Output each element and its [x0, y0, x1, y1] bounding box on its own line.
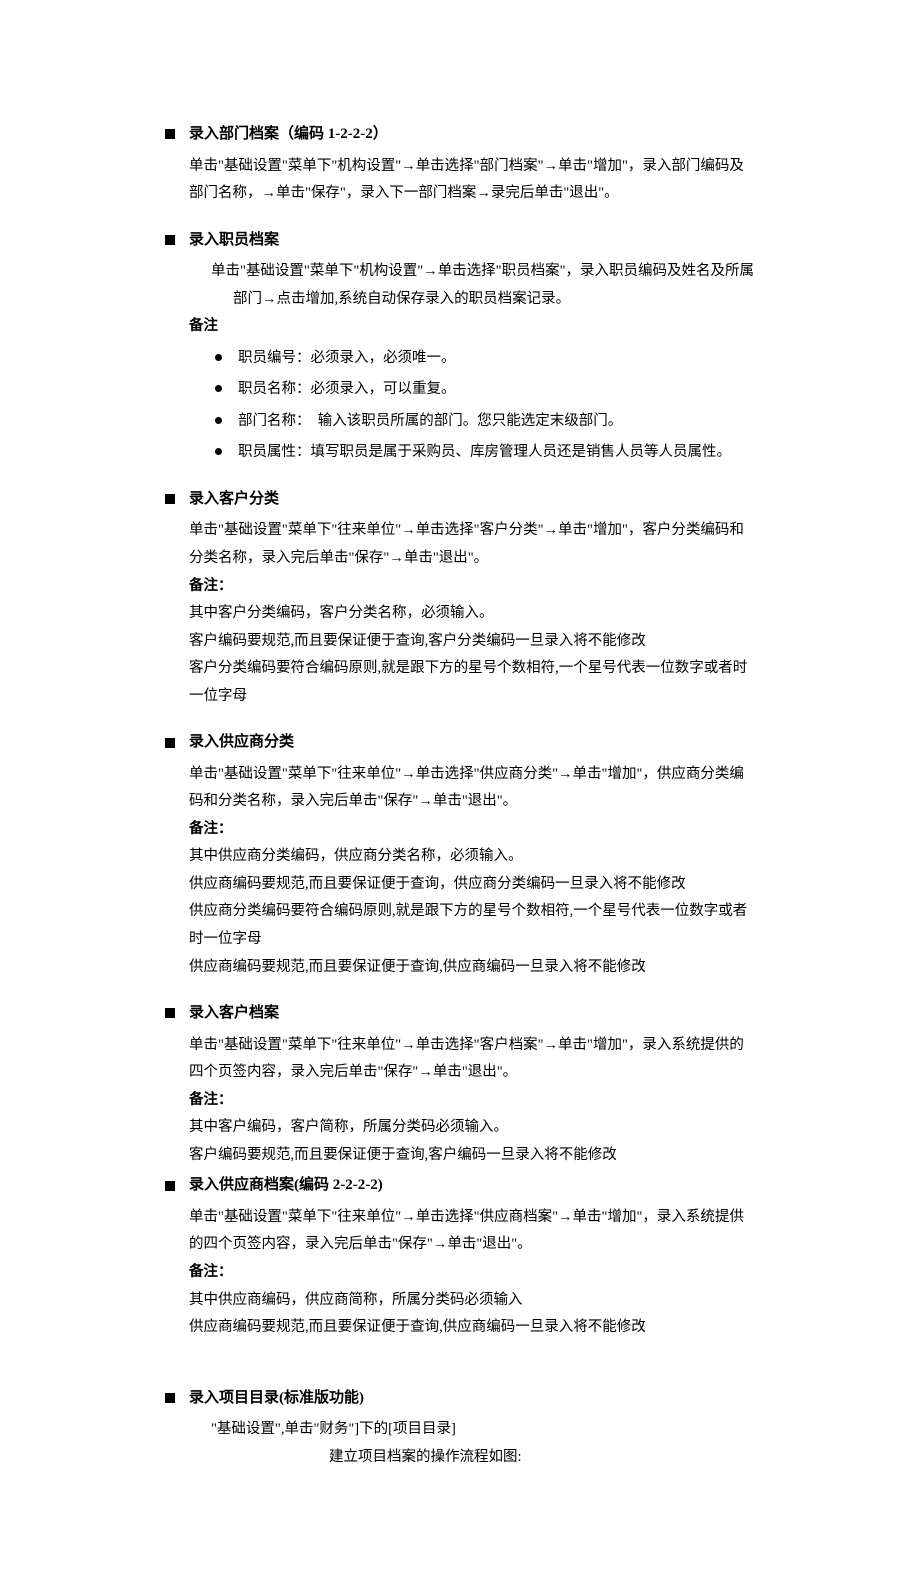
section-title-text: 录入供应商分类 [189, 728, 294, 757]
note-line: 供应商编码要规范,而且要保证便于查询,供应商编码一旦录入将不能修改 [189, 1314, 755, 1342]
note-line: 供应商编码要规范,而且要保证便于查询，供应商分类编码一旦录入将不能修改 [189, 871, 755, 899]
disc-bullet-icon [215, 448, 222, 455]
section-title-text: 录入供应商档案(编码 2-2-2-2) [189, 1171, 383, 1200]
body-line: 单击"基础设置"菜单下"机构设置"→单击选择"职员档案"，录入职员编码及姓名及所… [189, 258, 755, 313]
note-label: 备注： [189, 816, 755, 844]
body-line: 单击"基础设置"菜单下"往来单位"→单击选择"供应商分类"→单击"增加"，供应商… [189, 761, 755, 816]
disc-bullet-icon [215, 385, 222, 392]
disc-bullet-icon [215, 417, 222, 424]
section-title-1: 录入职员档案 [165, 226, 755, 255]
section-title-text: 录入客户分类 [189, 485, 279, 514]
body-line: 单击"基础设置"菜单下"往来单位"→单击选择"供应商档案"→单击"增加"，录入系… [189, 1204, 755, 1259]
body-line: 单击"基础设置"菜单下"机构设置"→单击选择"部门档案"→单击"增加"，录入部门… [189, 153, 755, 208]
note-label: 备注： [189, 1259, 755, 1287]
centered-line: 建立项目档案的操作流程如图: [189, 1444, 755, 1472]
note-line: 其中客户分类编码，客户分类名称，必须输入。 [189, 600, 755, 628]
square-bullet-icon [165, 235, 175, 245]
note-line: 供应商分类编码要符合编码原则,就是跟下方的星号个数相符,一个星号代表一位数字或者… [189, 898, 755, 953]
section-title-5: 录入供应商档案(编码 2-2-2-2) [165, 1171, 755, 1200]
section-title-text: 录入部门档案（编码 1-2-2-2） [189, 120, 388, 149]
body-line: 单击"基础设置"菜单下"往来单位"→单击选择"客户档案"→单击"增加"，录入系统… [189, 1032, 755, 1087]
section-title-4: 录入客户档案 [165, 999, 755, 1028]
section-title-text: 录入职员档案 [189, 226, 279, 255]
square-bullet-icon [165, 1008, 175, 1018]
note-label: 备注： [189, 573, 755, 601]
section-title-3: 录入供应商分类 [165, 728, 755, 757]
note-line: 客户编码要规范,而且要保证便于查询,客户编码一旦录入将不能修改 [189, 1142, 755, 1170]
section-title-0: 录入部门档案（编码 1-2-2-2） [165, 120, 755, 149]
note-line: 客户分类编码要符合编码原则,就是跟下方的星号个数相符,一个星号代表一位数字或者时… [189, 655, 755, 710]
sublist-text: 职员属性：填写职员是属于采购员、库房管理人员还是销售人员等人员属性。 [238, 439, 731, 467]
note-label: 备注： [189, 1087, 755, 1115]
sublist-text: 职员名称：必须录入，可以重复。 [238, 376, 456, 404]
square-bullet-icon [165, 1393, 175, 1403]
disc-bullet-icon [215, 354, 222, 361]
note-line: 其中供应商分类编码，供应商分类名称，必须输入。 [189, 843, 755, 871]
sublist-item: 职员属性：填写职员是属于采购员、库房管理人员还是销售人员等人员属性。 [215, 439, 755, 467]
section-title-text: 录入客户档案 [189, 999, 279, 1028]
square-bullet-icon [165, 738, 175, 748]
sublist-item: 职员名称：必须录入，可以重复。 [215, 376, 755, 404]
sublist-item: 部门名称： 输入该职员所属的部门。您只能选定末级部门。 [215, 408, 755, 436]
square-bullet-icon [165, 1181, 175, 1191]
sublist-text: 职员编号：必须录入，必须唯一。 [238, 345, 456, 373]
note-line: 其中供应商编码，供应商简称，所属分类码必须输入 [189, 1287, 755, 1315]
note-label: 备注 [189, 313, 755, 341]
sublist-text: 部门名称： 输入该职员所属的部门。您只能选定末级部门。 [238, 408, 622, 436]
section-title-2: 录入客户分类 [165, 485, 755, 514]
note-line: 供应商编码要规范,而且要保证便于查询,供应商编码一旦录入将不能修改 [189, 954, 755, 982]
sublist-item: 职员编号：必须录入，必须唯一。 [215, 345, 755, 373]
section-title-text: 录入项目目录(标准版功能) [189, 1384, 364, 1413]
note-line: 其中客户编码，客户简称，所属分类码必须输入。 [189, 1114, 755, 1142]
square-bullet-icon [165, 494, 175, 504]
square-bullet-icon [165, 129, 175, 139]
note-line: 客户编码要规范,而且要保证便于查询,客户分类编码一旦录入将不能修改 [189, 628, 755, 656]
body-line: "基础设置",单击"财务"]下的[项目目录] [189, 1416, 755, 1444]
section-title-6: 录入项目目录(标准版功能) [165, 1384, 755, 1413]
body-line: 单击"基础设置"菜单下"往来单位"→单击选择"客户分类"→单击"增加"，客户分类… [189, 517, 755, 572]
